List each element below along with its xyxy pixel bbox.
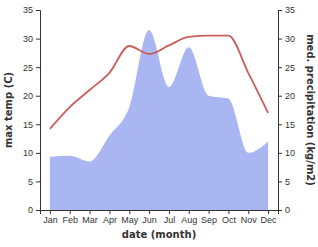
tick-mark [278, 153, 282, 154]
tick: May [121, 210, 139, 225]
tick-label: 35 [23, 5, 33, 15]
tick-mark [36, 181, 40, 182]
tick-mark [50, 210, 51, 214]
tick-label: May [121, 215, 139, 225]
precipitation-area [50, 30, 268, 210]
tick: 25 [278, 63, 295, 73]
tick: 15 [278, 120, 295, 130]
tick-mark [278, 39, 282, 40]
tick-label: Feb [62, 215, 78, 225]
tick: 30 [278, 34, 295, 44]
y2-axis-title: med. precipitation (kg/m2) [305, 34, 316, 186]
tick: 10 [278, 148, 295, 158]
tick-label: 0 [285, 205, 290, 215]
tick-mark [129, 210, 130, 214]
tick: Jun [142, 210, 157, 225]
tick-mark [169, 210, 170, 214]
tick-label: Apr [103, 215, 117, 225]
tick: Sep [201, 210, 217, 225]
tick-mark [248, 210, 249, 214]
tick-label: Nov [241, 215, 258, 225]
tick-mark [109, 210, 110, 214]
tick-label: 20 [23, 91, 33, 101]
tick-label: Aug [181, 215, 197, 225]
y2-axis: 0 5 10 15 20 25 30 35 [278, 5, 295, 215]
tick-label: Jan [43, 215, 58, 225]
tick-mark [278, 96, 282, 97]
tick-label: 15 [285, 120, 295, 130]
tick-label: 10 [23, 148, 33, 158]
tick: 10 [23, 148, 40, 158]
y-axis-title: max temp (C) [3, 72, 14, 148]
tick: 5 [278, 177, 290, 187]
tick: Feb [62, 210, 78, 225]
tick: 20 [23, 91, 40, 101]
tick: 30 [23, 34, 40, 44]
tick-label: 10 [285, 148, 295, 158]
tick-label: 30 [285, 34, 295, 44]
tick-mark [149, 210, 150, 214]
tick: Jan [43, 210, 58, 225]
tick: Nov [241, 210, 258, 225]
tick-mark [36, 96, 40, 97]
tick: 5 [28, 177, 40, 187]
tick-label: 5 [285, 177, 290, 187]
tick-label: Sep [201, 215, 217, 225]
tick-label: 5 [28, 177, 33, 187]
tick-label: 35 [285, 5, 295, 15]
tick: 25 [23, 63, 40, 73]
tick: 20 [278, 91, 295, 101]
tick-mark [278, 124, 282, 125]
tick-label: 15 [23, 120, 33, 130]
tick: 35 [278, 5, 295, 15]
x-axis: Jan Feb Mar Apr MayJun Jul Aug Sep Oct NovDec [41, 210, 279, 225]
tick-mark [36, 39, 40, 40]
tick-label: 0 [28, 205, 33, 215]
tick-label: 25 [23, 63, 33, 73]
tick-label: 30 [23, 34, 33, 44]
tick-mark [278, 67, 282, 68]
tick: Dec [261, 210, 278, 225]
tick-mark [278, 10, 282, 11]
tick: 35 [23, 5, 40, 15]
tick-mark [209, 210, 210, 214]
axis-line [41, 211, 279, 215]
tick: Aug [181, 210, 197, 225]
tick-label: Oct [222, 215, 237, 225]
tick-label: Mar [82, 215, 98, 225]
tick-mark [36, 67, 40, 68]
tick-label: 20 [285, 91, 295, 101]
tick-label: Dec [261, 215, 278, 225]
tick-mark [278, 210, 282, 211]
y-axis: 0 5 10 15 20 25 30 35 [23, 5, 41, 215]
tick-mark [278, 181, 282, 182]
tick-mark [70, 210, 71, 214]
tick-mark [268, 210, 269, 214]
tick: 15 [23, 120, 40, 130]
tick-label: Jun [142, 215, 157, 225]
x-axis-title: date (month) [122, 229, 196, 240]
axis-line [36, 11, 41, 211]
temperature-line [50, 36, 268, 129]
tick-mark [36, 210, 40, 211]
tick-mark [90, 210, 91, 214]
tick-label: Jul [164, 215, 176, 225]
tick-mark [36, 124, 40, 125]
tick-label: 25 [285, 63, 295, 73]
tick: 0 [278, 205, 290, 215]
tick: 0 [28, 205, 40, 215]
chart: Jan Feb Mar Apr MayJun Jul Aug Sep Oct NovDec 0 5 10… [0, 0, 318, 247]
tick-mark [228, 210, 229, 214]
tick: Jul [164, 210, 176, 225]
plot-area [50, 30, 268, 210]
tick: Apr [103, 210, 117, 225]
tick: Oct [222, 210, 237, 225]
tick-mark [36, 10, 40, 11]
tick-mark [36, 153, 40, 154]
axis-line [279, 11, 283, 211]
tick-mark [189, 210, 190, 214]
tick: Mar [82, 210, 98, 225]
